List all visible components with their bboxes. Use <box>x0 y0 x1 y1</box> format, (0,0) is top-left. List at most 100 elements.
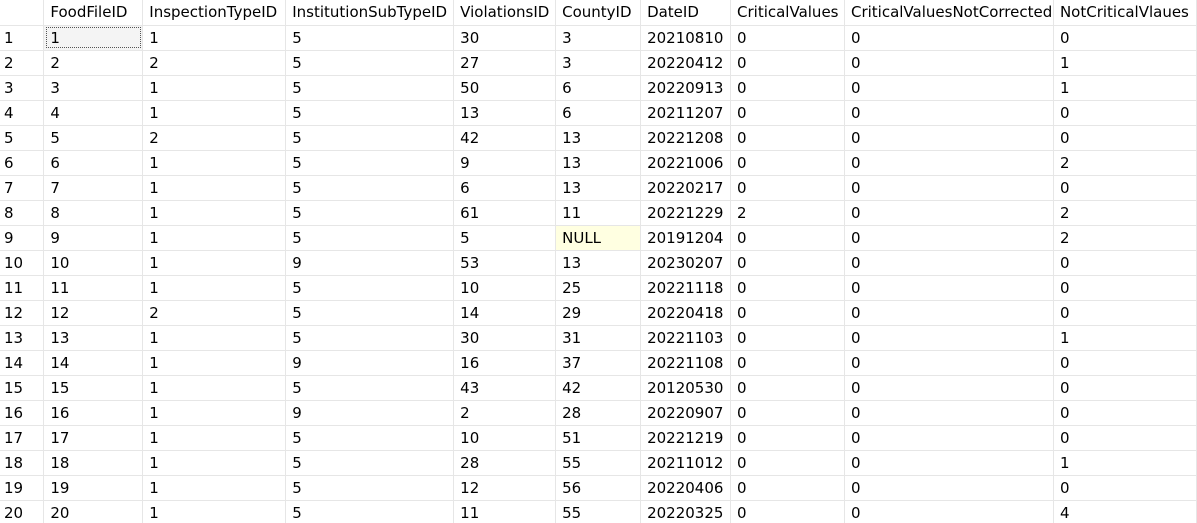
cell-countyid[interactable]: 6 <box>555 75 642 101</box>
table-row[interactable]: 6 6 1 5 9 13 20221006 0 0 2 <box>0 150 1197 176</box>
cell-foodfileid[interactable]: 7 <box>43 175 144 201</box>
cell-dateid[interactable]: 20221006 <box>640 150 732 176</box>
cell-criticalvalues[interactable]: 0 <box>730 125 845 151</box>
cell-criticalvalues[interactable]: 0 <box>730 450 845 476</box>
row-number-cell[interactable]: 17 <box>0 425 45 451</box>
cell-inspectiontypeid[interactable]: 2 <box>142 125 287 151</box>
row-number-cell[interactable]: 6 <box>0 150 45 176</box>
cell-foodfileid[interactable]: 5 <box>43 125 144 151</box>
cell-notcriticalvlaues[interactable]: 1 <box>1053 50 1197 76</box>
cell-violationsid[interactable]: 16 <box>453 350 557 376</box>
row-number-cell[interactable]: 19 <box>0 475 45 501</box>
cell-criticalvalues[interactable]: 0 <box>730 300 845 326</box>
cell-criticalvalues[interactable]: 0 <box>730 325 845 351</box>
cell-criticalvaluesnotcorrected[interactable]: 0 <box>844 300 1054 326</box>
cell-criticalvaluesnotcorrected[interactable]: 0 <box>844 200 1054 226</box>
cell-inspectiontypeid[interactable]: 1 <box>142 25 287 51</box>
cell-countyid[interactable]: 13 <box>555 250 642 276</box>
cell-criticalvaluesnotcorrected[interactable]: 0 <box>844 500 1054 523</box>
table-row[interactable]: 12 12 2 5 14 29 20220418 0 0 0 <box>0 300 1197 326</box>
cell-foodfileid[interactable]: 20 <box>43 500 144 523</box>
column-header-institutionsubtypeid[interactable]: InstitutionSubTypeID <box>285 0 455 26</box>
cell-violationsid[interactable]: 2 <box>453 400 557 426</box>
cell-criticalvaluesnotcorrected[interactable]: 0 <box>844 150 1054 176</box>
cell-dateid[interactable]: 20211207 <box>640 100 732 126</box>
row-number-cell[interactable]: 16 <box>0 400 45 426</box>
cell-notcriticalvlaues[interactable]: 0 <box>1053 25 1197 51</box>
cell-notcriticalvlaues[interactable]: 0 <box>1053 425 1197 451</box>
cell-dateid[interactable]: 20220406 <box>640 475 732 501</box>
cell-criticalvaluesnotcorrected[interactable]: 0 <box>844 125 1054 151</box>
column-header-violationsid[interactable]: ViolationsID <box>453 0 557 26</box>
cell-criticalvaluesnotcorrected[interactable]: 0 <box>844 75 1054 101</box>
cell-foodfileid[interactable]: 16 <box>43 400 144 426</box>
cell-criticalvaluesnotcorrected[interactable]: 0 <box>844 275 1054 301</box>
cell-dateid[interactable]: 20220325 <box>640 500 732 523</box>
column-header-criticalvalues[interactable]: CriticalValues <box>730 0 845 26</box>
cell-violationsid[interactable]: 11 <box>453 500 557 523</box>
cell-dateid[interactable]: 20221108 <box>640 350 732 376</box>
row-number-cell[interactable]: 10 <box>0 250 45 276</box>
cell-inspectiontypeid[interactable]: 1 <box>142 450 287 476</box>
cell-countyid[interactable]: 55 <box>555 450 642 476</box>
cell-violationsid[interactable]: 27 <box>453 50 557 76</box>
cell-countyid[interactable]: 56 <box>555 475 642 501</box>
cell-notcriticalvlaues[interactable]: 2 <box>1053 200 1197 226</box>
cell-institutionsubtypeid[interactable]: 5 <box>285 325 455 351</box>
table-row[interactable]: 7 7 1 5 6 13 20220217 0 0 0 <box>0 175 1197 201</box>
cell-foodfileid[interactable]: 12 <box>43 300 144 326</box>
cell-criticalvalues[interactable]: 0 <box>730 375 845 401</box>
cell-violationsid[interactable]: 50 <box>453 75 557 101</box>
cell-notcriticalvlaues[interactable]: 4 <box>1053 500 1197 523</box>
cell-criticalvaluesnotcorrected[interactable]: 0 <box>844 350 1054 376</box>
cell-foodfileid[interactable]: 13 <box>43 325 144 351</box>
cell-institutionsubtypeid[interactable]: 5 <box>285 425 455 451</box>
table-row[interactable]: 1 1 1 5 30 3 20210810 0 0 0 <box>0 25 1197 51</box>
cell-notcriticalvlaues[interactable]: 0 <box>1053 250 1197 276</box>
row-number-cell[interactable]: 11 <box>0 275 45 301</box>
cell-violationsid[interactable]: 53 <box>453 250 557 276</box>
cell-foodfileid[interactable]: 11 <box>43 275 144 301</box>
cell-notcriticalvlaues[interactable]: 0 <box>1053 175 1197 201</box>
cell-violationsid[interactable]: 6 <box>453 175 557 201</box>
cell-violationsid[interactable]: 43 <box>453 375 557 401</box>
cell-institutionsubtypeid[interactable]: 5 <box>285 50 455 76</box>
cell-institutionsubtypeid[interactable]: 5 <box>285 100 455 126</box>
cell-criticalvalues[interactable]: 0 <box>730 425 845 451</box>
cell-criticalvaluesnotcorrected[interactable]: 0 <box>844 100 1054 126</box>
cell-countyid[interactable]: 13 <box>555 150 642 176</box>
row-number-cell[interactable]: 7 <box>0 175 45 201</box>
cell-violationsid[interactable]: 13 <box>453 100 557 126</box>
cell-notcriticalvlaues[interactable]: 1 <box>1053 450 1197 476</box>
cell-countyid[interactable]: 13 <box>555 125 642 151</box>
cell-countyid[interactable]: 37 <box>555 350 642 376</box>
cell-inspectiontypeid[interactable]: 1 <box>142 200 287 226</box>
cell-violationsid[interactable]: 10 <box>453 275 557 301</box>
cell-countyid[interactable]: 11 <box>555 200 642 226</box>
cell-notcriticalvlaues[interactable]: 0 <box>1053 350 1197 376</box>
cell-violationsid[interactable]: 30 <box>453 325 557 351</box>
cell-criticalvaluesnotcorrected[interactable]: 0 <box>844 425 1054 451</box>
table-row[interactable]: 3 3 1 5 50 6 20220913 0 0 1 <box>0 75 1197 101</box>
cell-institutionsubtypeid[interactable]: 5 <box>285 25 455 51</box>
cell-violationsid[interactable]: 5 <box>453 225 557 251</box>
cell-criticalvaluesnotcorrected[interactable]: 0 <box>844 175 1054 201</box>
table-row[interactable]: 5 5 2 5 42 13 20221208 0 0 0 <box>0 125 1197 151</box>
row-number-cell[interactable]: 15 <box>0 375 45 401</box>
cell-inspectiontypeid[interactable]: 1 <box>142 225 287 251</box>
cell-countyid[interactable]: 51 <box>555 425 642 451</box>
cell-violationsid[interactable]: 9 <box>453 150 557 176</box>
cell-notcriticalvlaues[interactable]: 0 <box>1053 125 1197 151</box>
cell-dateid[interactable]: 20221103 <box>640 325 732 351</box>
row-number-cell[interactable]: 4 <box>0 100 45 126</box>
row-number-cell[interactable]: 8 <box>0 200 45 226</box>
cell-countyid[interactable]: 6 <box>555 100 642 126</box>
cell-foodfileid[interactable]: 8 <box>43 200 144 226</box>
cell-inspectiontypeid[interactable]: 1 <box>142 175 287 201</box>
cell-criticalvaluesnotcorrected[interactable]: 0 <box>844 450 1054 476</box>
cell-inspectiontypeid[interactable]: 1 <box>142 500 287 523</box>
cell-violationsid[interactable]: 10 <box>453 425 557 451</box>
cell-inspectiontypeid[interactable]: 1 <box>142 100 287 126</box>
cell-criticalvalues[interactable]: 0 <box>730 25 845 51</box>
cell-countyid[interactable]: 55 <box>555 500 642 523</box>
